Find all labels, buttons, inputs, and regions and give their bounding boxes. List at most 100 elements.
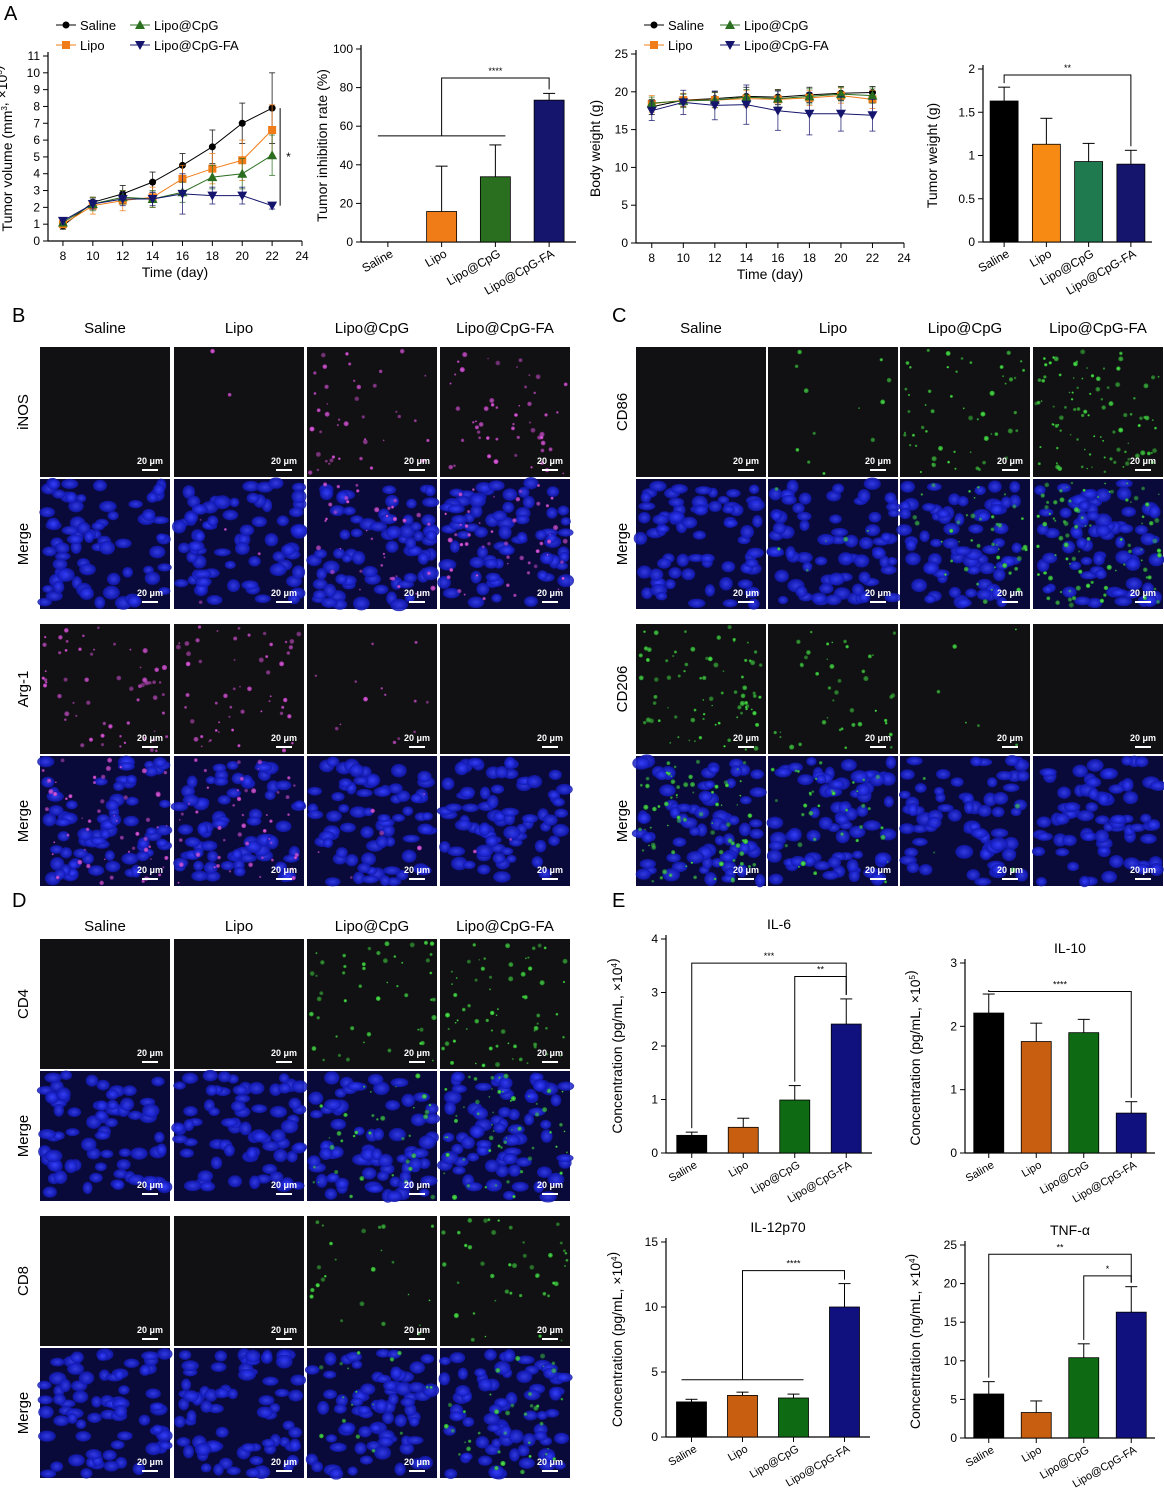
y-tick-label: 25 (615, 47, 629, 61)
nucleus (238, 853, 257, 863)
nucleus (452, 1166, 466, 1175)
nucleus (708, 500, 722, 513)
stain-signal (462, 1410, 466, 1414)
nucleus (1086, 597, 1103, 609)
stain-signal (455, 406, 461, 411)
row-label: CD206 (614, 666, 631, 713)
stain-signal (448, 464, 454, 470)
nucleus (546, 486, 560, 498)
nucleus (523, 1410, 538, 1421)
stain-signal (685, 865, 688, 868)
nucleus (380, 513, 398, 525)
nucleus (288, 507, 304, 518)
stain-signal (733, 640, 736, 643)
stain-signal (815, 671, 820, 676)
stain-signal (652, 701, 657, 706)
stain-signal (472, 421, 475, 424)
nucleus (545, 1408, 560, 1418)
nucleus (275, 1354, 293, 1369)
nucleus (123, 815, 139, 827)
stain-signal (546, 553, 549, 556)
nucleus (280, 1119, 299, 1134)
stain-signal (165, 735, 169, 739)
stain-signal (909, 365, 912, 369)
stain-signal (198, 659, 203, 664)
nucleus (406, 498, 417, 509)
stain-signal (490, 1029, 494, 1032)
stain-signal (461, 1007, 466, 1012)
stain-signal (459, 542, 464, 547)
data-point (237, 168, 248, 178)
stain-signal (129, 648, 132, 651)
nucleus (139, 1364, 151, 1376)
stain-signal (1007, 428, 1013, 434)
nucleus (828, 572, 845, 586)
nucleus (156, 1348, 173, 1360)
stain-signal (349, 1194, 353, 1199)
stain-signal (511, 1129, 513, 1131)
nucleus (1149, 863, 1164, 877)
nucleus (268, 477, 284, 489)
stain-signal (384, 941, 390, 947)
micrograph-background (40, 624, 170, 754)
stain-signal (519, 1169, 524, 1174)
nucleus (539, 551, 554, 565)
nucleus (245, 1468, 261, 1478)
nucleus (280, 1177, 295, 1191)
stain-signal (472, 849, 477, 854)
stain-signal (657, 719, 661, 723)
nucleus (213, 1463, 224, 1476)
stain-signal (740, 711, 744, 715)
stain-signal (548, 447, 553, 452)
y-tick-label: 60 (340, 119, 354, 133)
stain-signal (560, 560, 564, 564)
stain-signal (100, 733, 105, 738)
stain-signal (875, 774, 881, 780)
nucleus (172, 519, 187, 534)
stain-signal (676, 815, 681, 820)
nucleus (963, 801, 974, 815)
nucleus (182, 485, 196, 500)
stain-signal (956, 520, 961, 525)
nucleus (637, 812, 651, 825)
data-point (207, 191, 218, 201)
nucleus (397, 1178, 415, 1191)
stain-signal (408, 1134, 412, 1138)
micrograph: 20 μm (768, 624, 898, 754)
stain-signal (444, 1087, 448, 1091)
stain-signal (702, 717, 705, 721)
stain-signal (531, 946, 536, 951)
nucleus (937, 803, 954, 813)
nucleus (550, 1094, 562, 1107)
stain-signal (526, 1062, 529, 1065)
stain-signal (867, 654, 872, 659)
nucleus (226, 1466, 241, 1476)
nucleus (319, 486, 334, 501)
stain-signal (552, 1281, 556, 1285)
stain-signal (861, 669, 866, 674)
stain-signal (512, 1195, 516, 1199)
nucleus (246, 816, 262, 826)
nucleus (524, 1091, 539, 1101)
scale-bar-label: 20 μm (865, 865, 891, 875)
nucleus (992, 568, 1006, 582)
stain-signal (1034, 401, 1039, 406)
nucleus (1062, 834, 1077, 847)
scale-bar-label: 20 μm (1130, 733, 1156, 743)
nucleus (1121, 755, 1133, 766)
column-header: Lipo@CpG (928, 320, 1002, 337)
stain-signal (64, 628, 69, 633)
scale-bar-label: 20 μm (271, 1048, 297, 1058)
stain-signal (990, 515, 995, 519)
stain-signal (1054, 553, 1057, 557)
nucleus (47, 478, 61, 490)
significance-label: ** (1056, 1242, 1064, 1252)
stain-signal (539, 431, 545, 437)
stain-signal (1071, 391, 1074, 394)
stain-signal (1053, 500, 1058, 505)
nucleus (99, 500, 117, 513)
nucleus (324, 1352, 337, 1366)
stain-signal (511, 1262, 518, 1269)
nucleus (57, 831, 70, 842)
